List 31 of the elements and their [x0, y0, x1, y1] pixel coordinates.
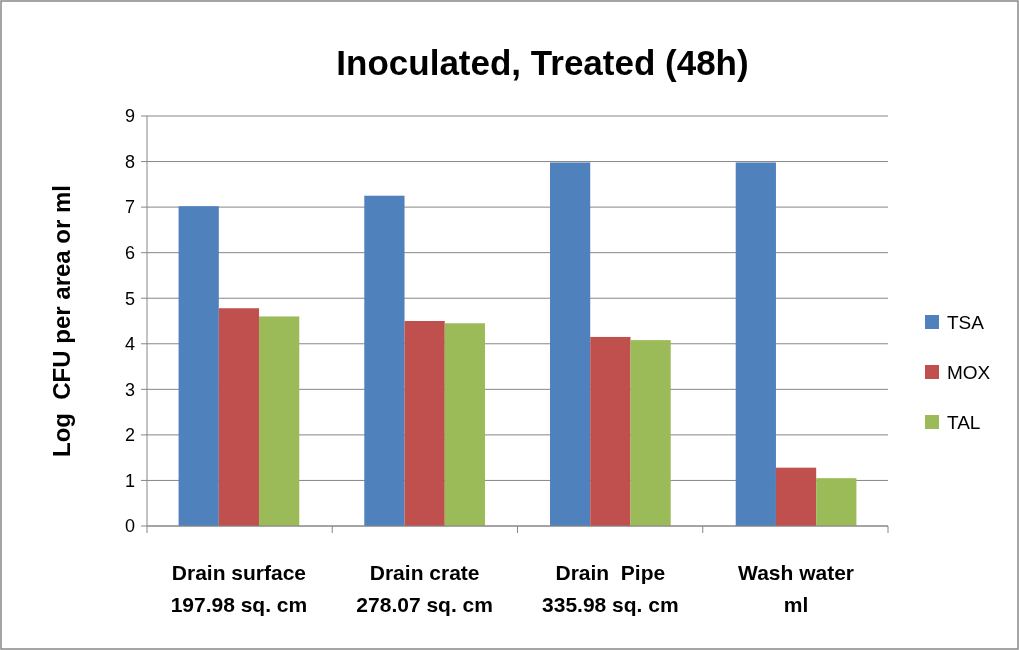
bar — [259, 316, 300, 526]
y-tick-label: 6 — [124, 242, 135, 263]
bar — [630, 340, 671, 526]
bar — [218, 308, 260, 526]
x-tick-label: Drain Pipe 335.98 sq. cm — [542, 561, 679, 616]
y-tick-label: 8 — [124, 151, 135, 172]
y-tick-label: 2 — [124, 425, 135, 446]
bar — [735, 162, 776, 526]
y-tick-label: 7 — [124, 197, 135, 218]
legend-label: MOX — [947, 361, 991, 383]
y-tick-label: 5 — [124, 288, 135, 309]
bar — [590, 336, 631, 526]
x-tick-label: Drain surface 197.98 sq. cm — [170, 561, 308, 616]
y-tick-label: 0 — [124, 516, 135, 537]
legend-label: TAL — [947, 411, 981, 433]
bar — [816, 478, 857, 526]
y-tick-label: 9 — [124, 106, 135, 127]
bar — [364, 195, 405, 526]
bar — [444, 323, 485, 526]
x-tick-label: Wash water ml — [738, 561, 855, 616]
bar — [775, 467, 817, 526]
y-tick-label: 3 — [124, 379, 135, 400]
y-axis-title: Log CFU per area or ml — [48, 184, 75, 458]
bar — [178, 206, 219, 526]
chart-title: Inoculated, Treated (48h) — [336, 43, 749, 82]
bar — [404, 321, 445, 526]
y-tick-label: 1 — [124, 470, 135, 491]
x-tick-label: Drain crate 278.07 sq. cm — [356, 561, 493, 616]
bar — [550, 162, 591, 526]
legend-label: TSA — [947, 311, 985, 333]
y-tick-label: 4 — [124, 334, 135, 355]
